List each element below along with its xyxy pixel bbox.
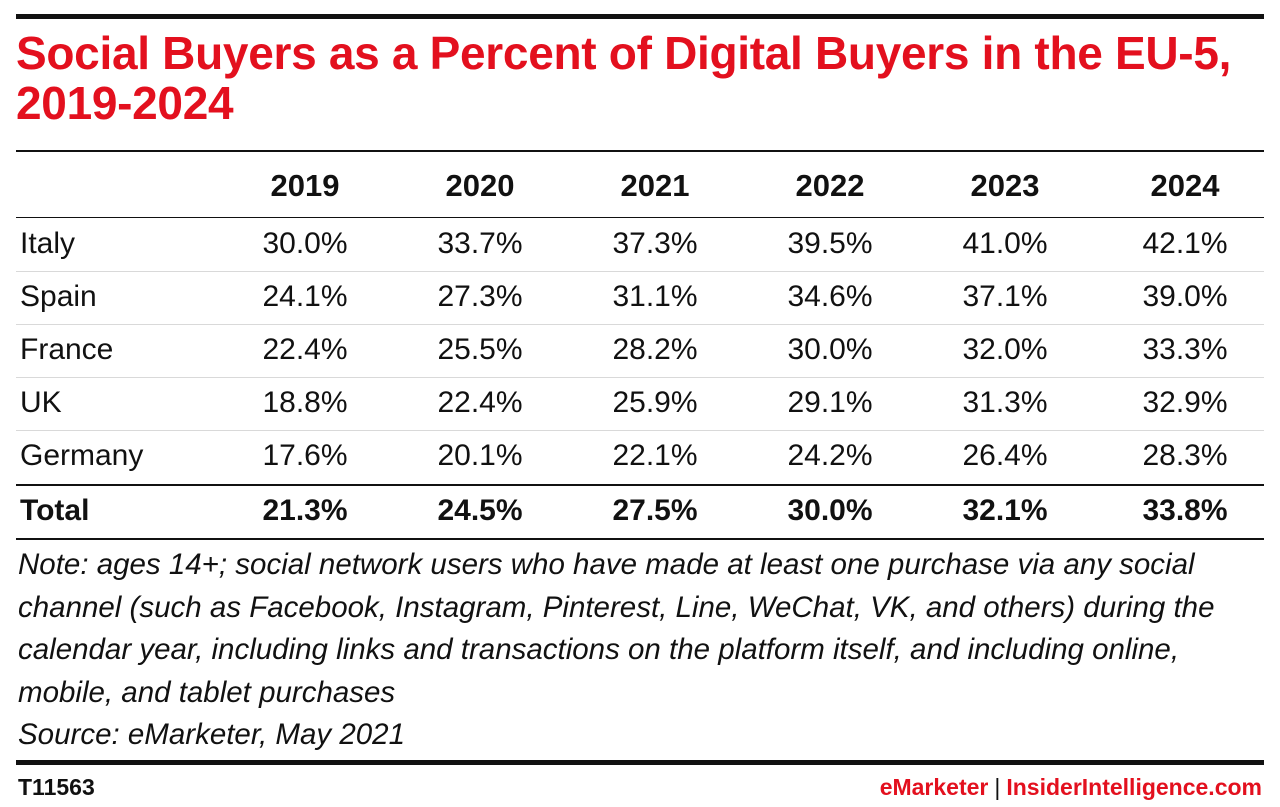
table-row-spain: Spain 24.1% 27.3% 31.1% 34.6% 37.1% 39.0% — [16, 272, 1264, 324]
cell-2021: 28.2% — [612, 333, 698, 366]
source-text: Source: eMarketer, May 2021 — [18, 718, 405, 751]
cell-2020: 25.5% — [437, 333, 523, 366]
chart-note: Note: ages 14+; social network users who… — [18, 544, 1263, 757]
total-cell-2024: 33.8% — [1142, 494, 1228, 527]
cell-2023: 32.0% — [962, 333, 1048, 366]
cell-2020: 22.4% — [437, 386, 523, 419]
table-row-uk: UK 18.8% 22.4% 25.9% 29.1% 31.3% 32.9% — [16, 378, 1264, 430]
total-cell-2023: 32.1% — [962, 494, 1048, 527]
cell-2023: 31.3% — [962, 386, 1048, 419]
bottom-rule — [16, 760, 1264, 765]
cell-2023: 41.0% — [962, 227, 1048, 260]
row-label: UK — [20, 386, 62, 419]
cell-2022: 29.1% — [787, 386, 873, 419]
cell-2021: 22.1% — [612, 439, 698, 472]
cell-2022: 24.2% — [787, 439, 873, 472]
total-cell-2019: 21.3% — [262, 494, 348, 527]
row-divider — [16, 271, 1264, 272]
title-rule — [16, 150, 1264, 152]
total-cell-2020: 24.5% — [437, 494, 523, 527]
cell-2024: 39.0% — [1142, 280, 1228, 313]
row-label-total: Total — [20, 494, 90, 527]
row-label: Germany — [20, 439, 144, 472]
cell-2019: 18.8% — [262, 386, 348, 419]
total-cell-2022: 30.0% — [787, 494, 873, 527]
cell-2022: 30.0% — [787, 333, 873, 366]
row-divider — [16, 430, 1264, 431]
col-header-2024: 2024 — [1150, 168, 1220, 203]
chart-id: T11563 — [18, 774, 95, 800]
row-label: France — [20, 333, 114, 366]
row-label: Italy — [20, 227, 76, 260]
brand-separator: | — [994, 774, 1001, 800]
cell-2020: 20.1% — [437, 439, 523, 472]
total-rule-bottom — [16, 538, 1264, 540]
cell-2019: 22.4% — [262, 333, 348, 366]
brand-insider-intelligence: InsiderIntelligence.com — [1006, 774, 1262, 800]
footer-brand: eMarketer | InsiderIntelligence.com — [880, 774, 1262, 801]
cell-2022: 39.5% — [787, 227, 873, 260]
table-row-italy: Italy 30.0% 33.7% 37.3% 39.5% 41.0% 42.1% — [16, 219, 1264, 271]
cell-2023: 37.1% — [962, 280, 1048, 313]
row-divider — [16, 377, 1264, 378]
brand-emarketer: eMarketer — [879, 774, 989, 800]
table-row-france: France 22.4% 25.5% 28.2% 30.0% 32.0% 33.3% — [16, 325, 1264, 377]
cell-2020: 33.7% — [437, 227, 523, 260]
cell-2023: 26.4% — [962, 439, 1048, 472]
cell-2024: 28.3% — [1142, 439, 1228, 472]
total-rule-top — [16, 484, 1264, 486]
table-row-germany: Germany 17.6% 20.1% 22.1% 24.2% 26.4% 28.3% — [16, 431, 1264, 483]
cell-2024: 42.1% — [1142, 227, 1228, 260]
col-header-2019: 2019 — [270, 168, 340, 203]
col-header-2023: 2023 — [970, 168, 1040, 203]
top-rule — [16, 14, 1264, 19]
table-header-row: 2019 2020 2021 2022 2023 2024 — [16, 158, 1264, 216]
col-header-2021: 2021 — [620, 168, 690, 203]
note-text: Note: ages 14+; social network users who… — [18, 548, 1215, 709]
cell-2021: 31.1% — [612, 280, 698, 313]
table-row-total: Total 21.3% 24.5% 27.5% 30.0% 32.1% 33.8… — [16, 486, 1264, 538]
total-cell-2021: 27.5% — [612, 494, 698, 527]
col-header-2020: 2020 — [445, 168, 515, 203]
header-rule — [16, 217, 1264, 218]
cell-2022: 34.6% — [787, 280, 873, 313]
cell-2019: 24.1% — [262, 280, 348, 313]
row-label: Spain — [20, 280, 97, 313]
cell-2021: 37.3% — [612, 227, 698, 260]
chart-title: Social Buyers as a Percent of Digital Bu… — [16, 27, 1232, 129]
cell-2020: 27.3% — [437, 280, 523, 313]
cell-2024: 32.9% — [1142, 386, 1228, 419]
cell-2019: 17.6% — [262, 439, 348, 472]
cell-2019: 30.0% — [262, 227, 348, 260]
row-divider — [16, 324, 1264, 325]
cell-2021: 25.9% — [612, 386, 698, 419]
col-header-2022: 2022 — [795, 168, 865, 203]
cell-2024: 33.3% — [1142, 333, 1228, 366]
